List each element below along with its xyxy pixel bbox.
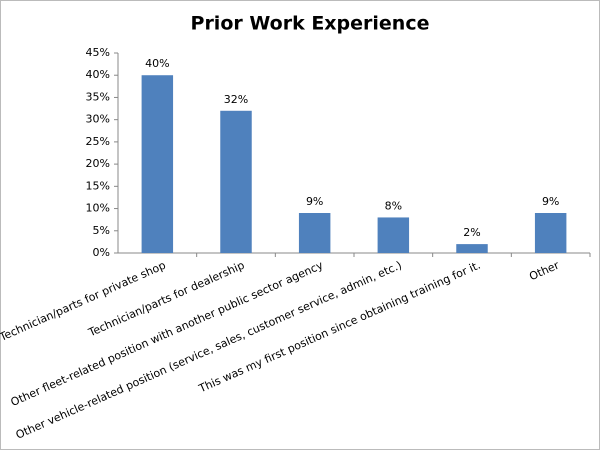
y-tick-label: 0% <box>93 246 110 259</box>
value-label: 9% <box>306 195 323 208</box>
bar <box>377 217 410 253</box>
bar <box>220 110 252 254</box>
y-tick-label: 45% <box>86 46 110 59</box>
y-tick-label: 30% <box>86 113 110 126</box>
y-tick-label: 10% <box>86 202 110 215</box>
bar <box>141 75 174 253</box>
y-tick-label: 5% <box>93 224 110 237</box>
value-label: 2% <box>463 226 480 239</box>
y-tick-label: 15% <box>86 179 110 192</box>
bar <box>298 213 331 253</box>
y-tick-label: 20% <box>86 157 110 170</box>
chart-title: Prior Work Experience <box>191 13 430 35</box>
value-label: 32% <box>224 93 248 106</box>
y-tick-label: 35% <box>86 90 110 103</box>
bar <box>534 213 567 253</box>
y-tick-label: 25% <box>86 135 110 148</box>
y-tick-label: 40% <box>86 68 110 81</box>
bar <box>456 244 488 253</box>
value-label: 9% <box>542 195 559 208</box>
value-label: 8% <box>385 199 402 212</box>
value-label: 40% <box>145 57 169 70</box>
